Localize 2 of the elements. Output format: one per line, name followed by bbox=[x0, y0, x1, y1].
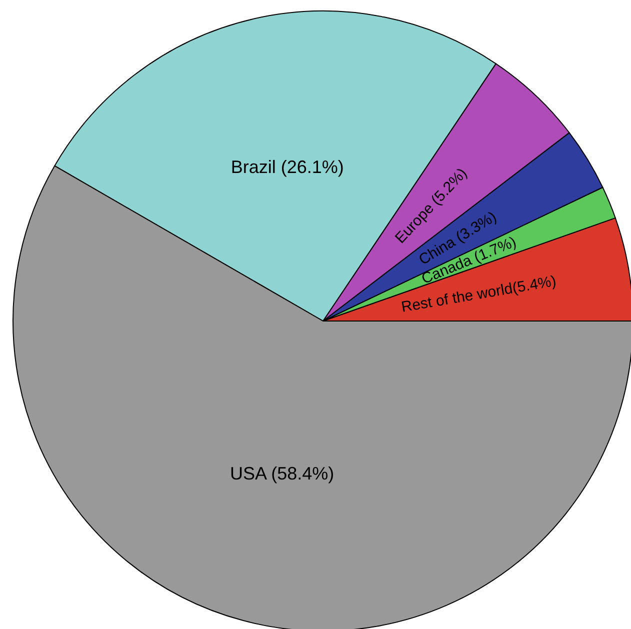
slice-label: USA (58.4%) bbox=[230, 464, 334, 484]
slice-label: Brazil (26.1%) bbox=[230, 157, 344, 178]
